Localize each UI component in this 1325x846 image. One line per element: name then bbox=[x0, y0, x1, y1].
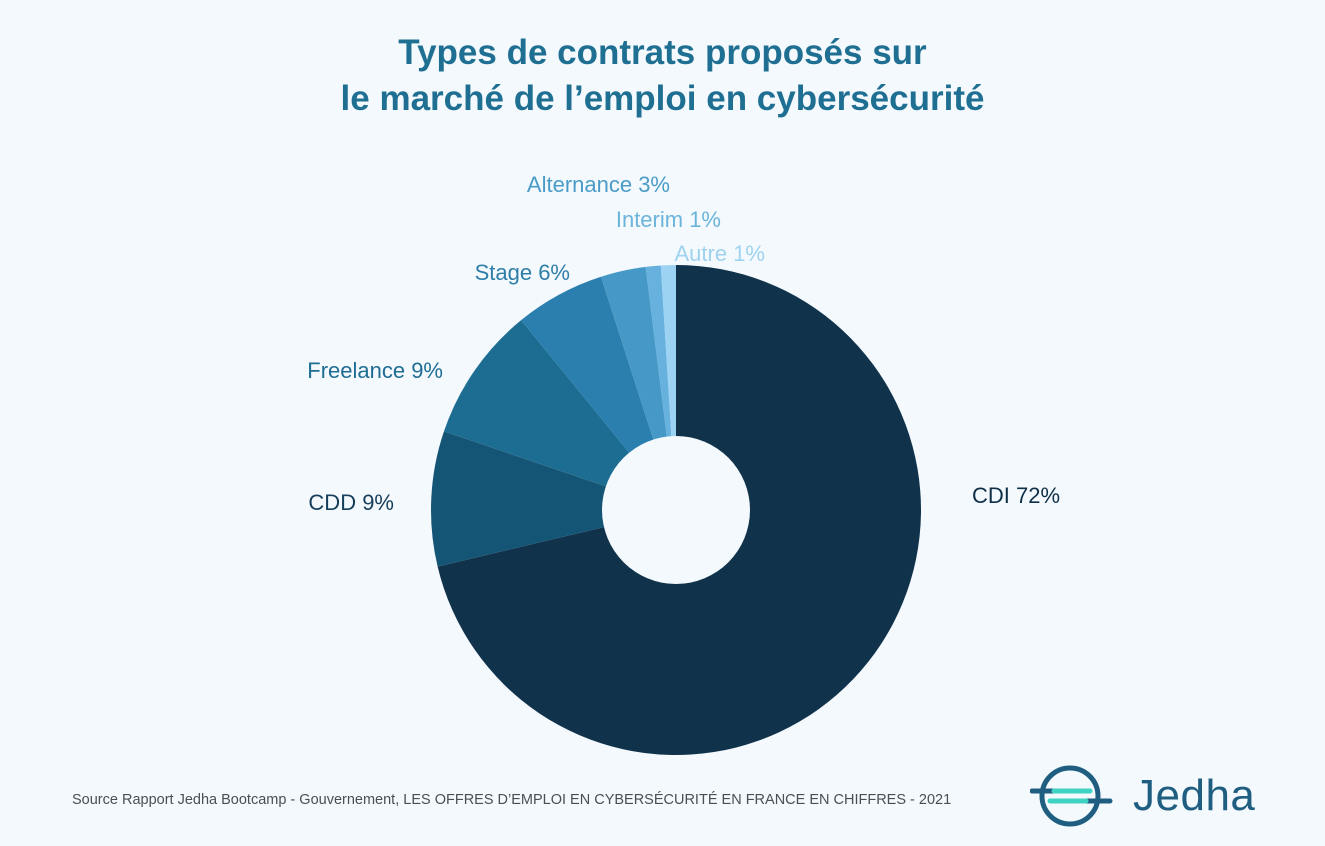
chart-title-line-1: Types de contrats proposés sur bbox=[398, 33, 927, 72]
chart-title-line-2: le marché de l’emploi en cybersécurité bbox=[340, 79, 985, 118]
slice-label-autre: Autre 1% bbox=[675, 241, 766, 266]
slice-label-freelance: Freelance 9% bbox=[307, 358, 443, 383]
donut-hole bbox=[602, 436, 750, 584]
slice-label-cdi: CDI 72% bbox=[972, 483, 1060, 508]
jedha-logo-text: Jedha bbox=[1133, 771, 1256, 820]
slice-freelance bbox=[443, 320, 676, 510]
slice-label-stage: Stage 6% bbox=[475, 260, 570, 285]
donut-labels: CDI 72% CDD 9% Freelance 9% Stage 6% Alterna… bbox=[307, 172, 1060, 515]
chart-title: Types de contrats proposés sur le marché… bbox=[0, 30, 1325, 122]
slice-cdd bbox=[431, 431, 676, 567]
jedha-logo-icon bbox=[1030, 765, 1113, 827]
slice-label-cdd: CDD 9% bbox=[308, 490, 394, 515]
slice-label-alternance: Alternance 3% bbox=[527, 172, 670, 197]
slice-label-interim: Interim 1% bbox=[616, 207, 721, 232]
source-note: Source Rapport Jedha Bootcamp - Gouverne… bbox=[72, 792, 952, 808]
